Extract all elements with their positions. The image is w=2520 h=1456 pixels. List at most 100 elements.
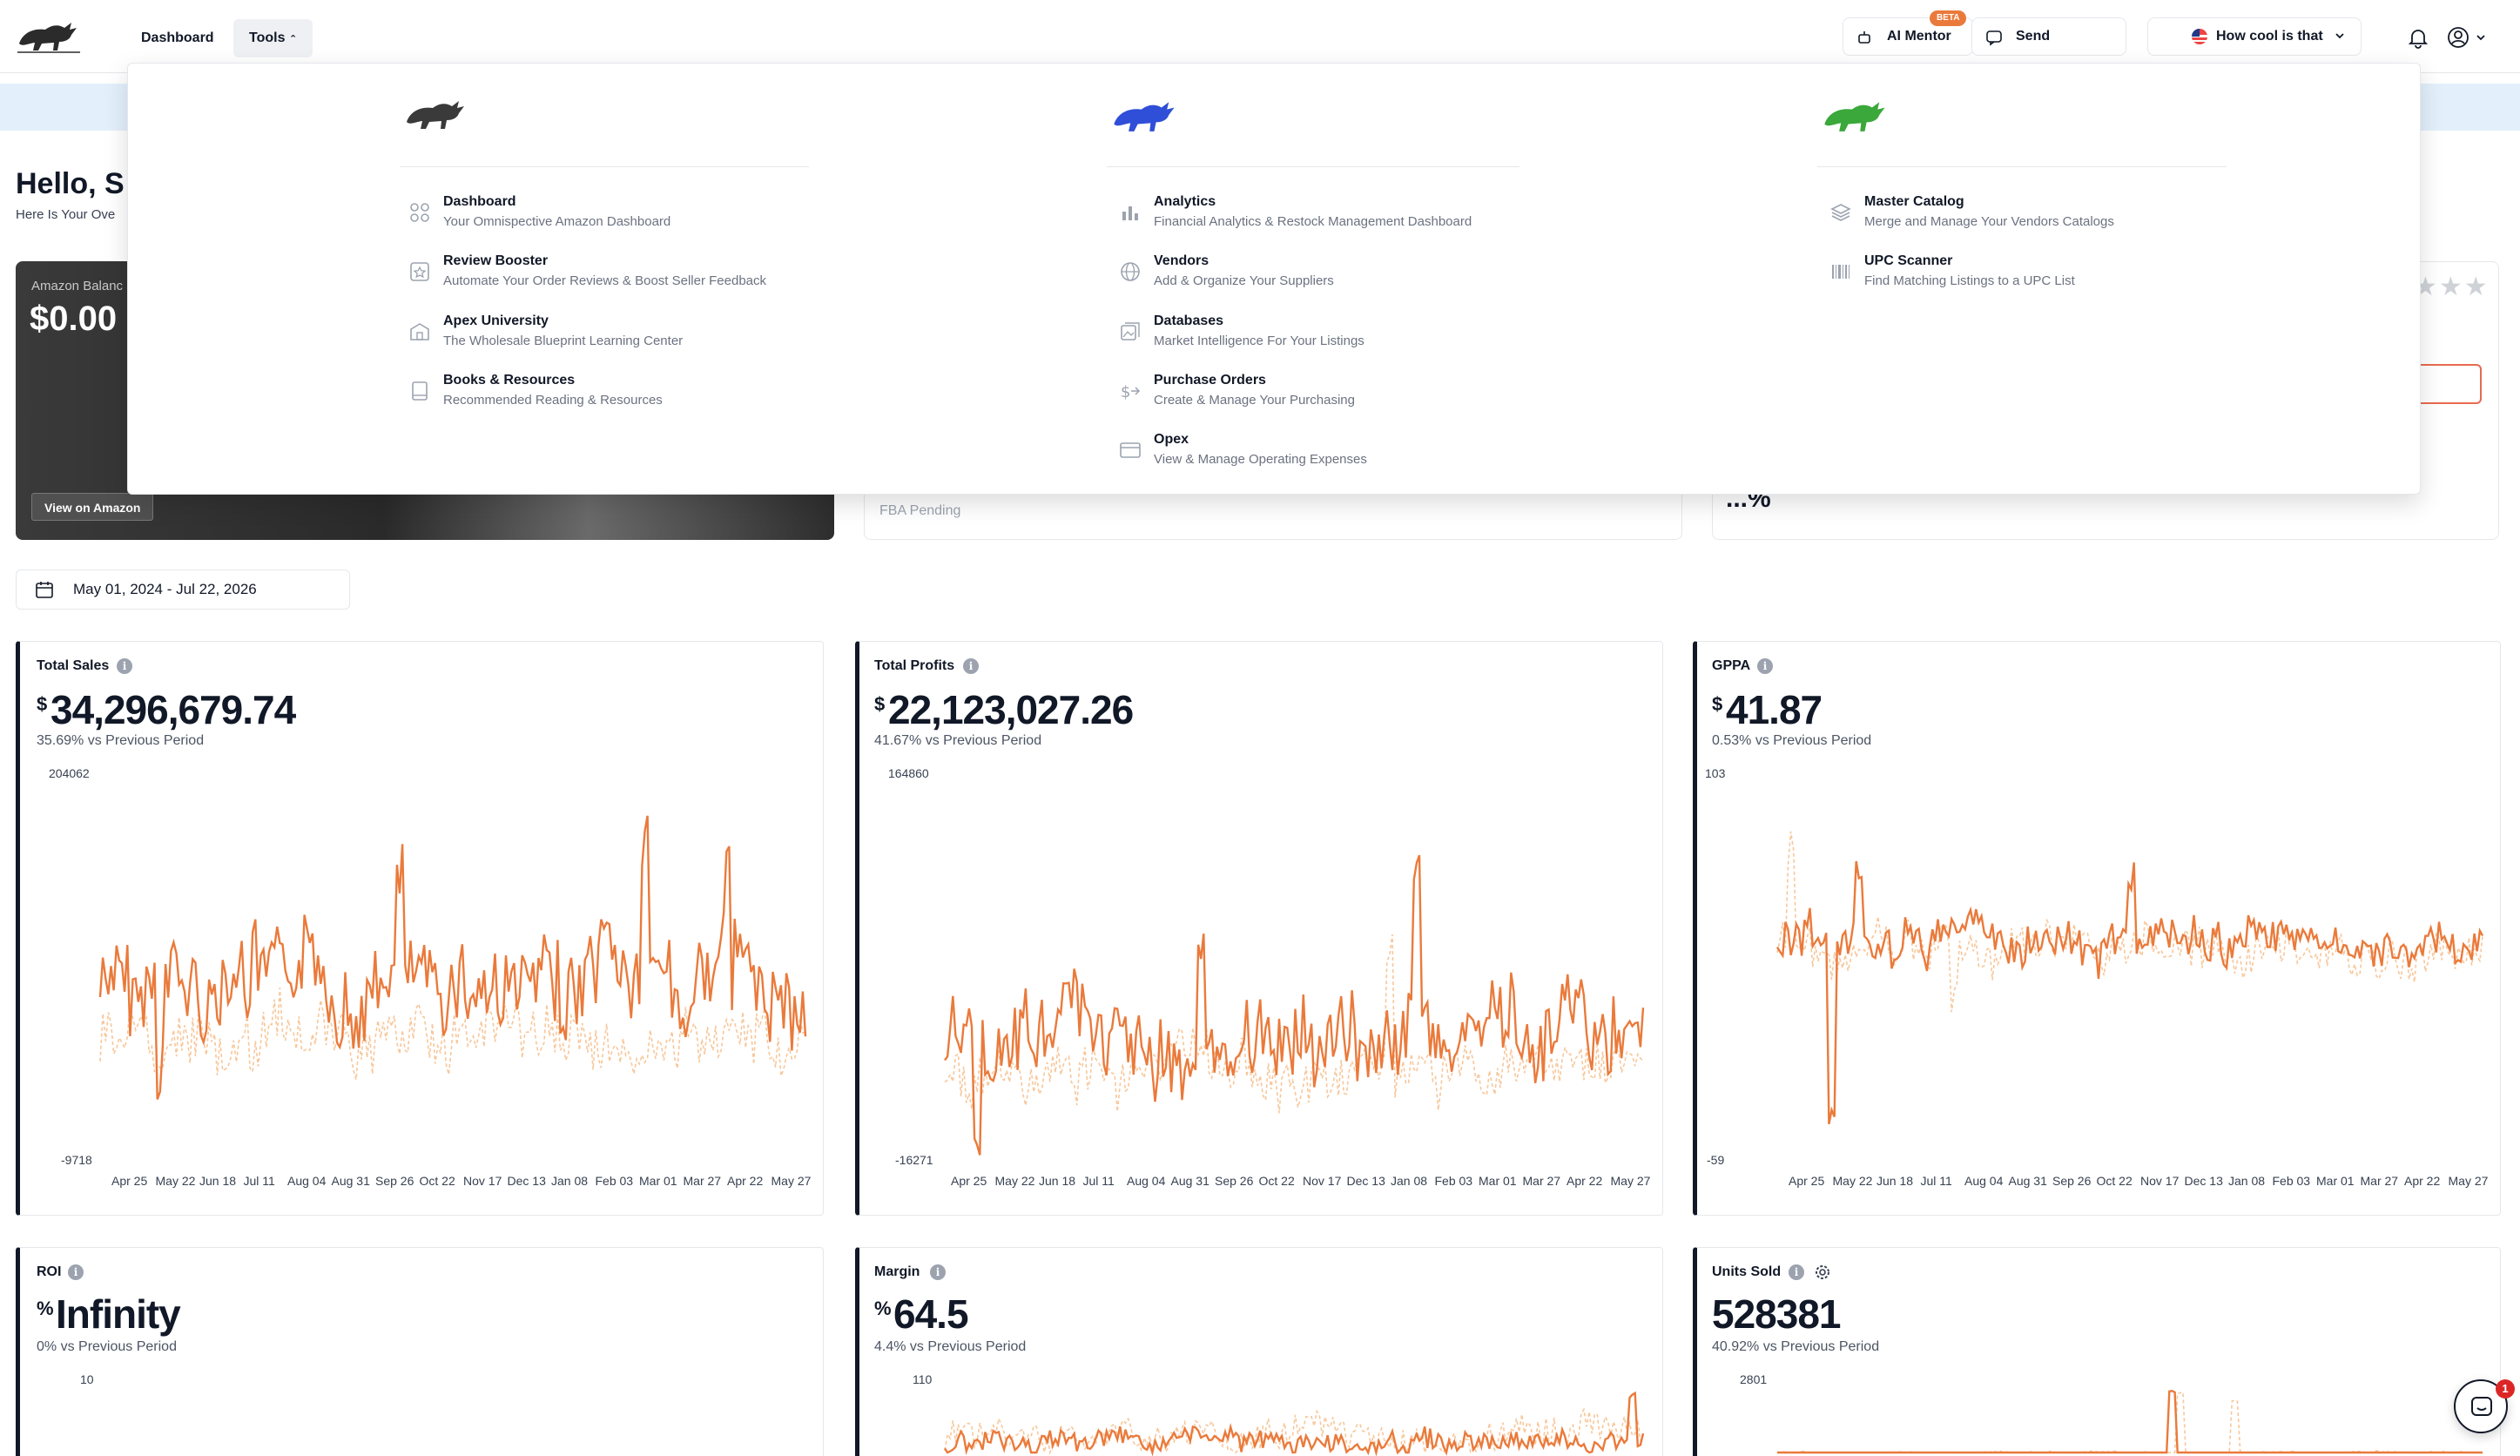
info-icon[interactable]: i — [117, 658, 132, 674]
previous-period-line — [99, 988, 806, 1081]
menu-item-master-catalog[interactable]: Master Catalog Merge and Manage Your Ven… — [1829, 191, 2317, 239]
current-period-line — [1777, 1389, 2483, 1454]
chat-icon — [2471, 1397, 2492, 1416]
x-tick-label: Apr 25 — [1789, 1174, 1825, 1188]
view-on-amazon-button[interactable]: View on Amazon — [31, 493, 154, 521]
menu-item-desc: Market Intelligence For Your Listings — [1154, 334, 1364, 348]
us-flag-icon — [2192, 29, 2207, 44]
menu-item-title: Dashboard — [443, 194, 516, 209]
fba-pending-card — [864, 453, 1682, 540]
total-sales-card — [16, 641, 824, 1216]
column-divider — [1107, 166, 1519, 167]
menu-item-title: Analytics — [1154, 194, 1216, 209]
user-account-icon[interactable] — [2447, 26, 2469, 49]
stat-value: 41.87 — [1726, 687, 1823, 732]
grid-icon — [410, 203, 429, 222]
stat-prefix: $ — [874, 693, 886, 715]
date-range-picker[interactable] — [16, 570, 350, 610]
x-tick-label: Nov 17 — [1303, 1174, 1342, 1188]
x-tick-label: Sep 26 — [1215, 1174, 1254, 1188]
x-tick-label: Apr 22 — [1567, 1174, 1603, 1188]
x-tick-label: Mar 27 — [1522, 1174, 1561, 1188]
info-icon[interactable]: i — [1757, 658, 1773, 674]
book-icon — [412, 381, 428, 401]
info-icon[interactable]: i — [1789, 1264, 1804, 1280]
gppa-chart — [1775, 831, 2484, 1125]
x-tick-label: Nov 17 — [463, 1174, 502, 1188]
menu-item-desc: Add & Organize Your Suppliers — [1154, 273, 1334, 288]
stat-compare: 35.69% vs Previous Period — [37, 733, 205, 748]
x-tick-label: Oct 22 — [419, 1174, 455, 1188]
menu-item-apex-university[interactable]: Apex University The Wholesale Blueprint … — [408, 310, 896, 359]
menu-item-title: Books & Resources — [443, 373, 576, 388]
menu-item-books-resources[interactable]: Books & Resources Recommended Reading & … — [408, 369, 896, 418]
star-rating: ★★★ — [2414, 273, 2490, 301]
nav-dashboard[interactable]: Dashboard — [141, 30, 214, 45]
stat-value: Infinity — [56, 1291, 181, 1337]
info-icon[interactable]: i — [930, 1264, 946, 1280]
total-profits-chart — [944, 854, 1645, 1156]
column-divider — [400, 166, 809, 167]
menu-item-databases[interactable]: Databases Market Intelligence For Your L… — [1119, 310, 1607, 359]
current-period-line — [1775, 860, 2484, 1125]
bull-logo-gray-icon — [407, 101, 464, 129]
school-icon — [410, 323, 429, 340]
bull-logo-icon[interactable] — [14, 14, 84, 57]
bell-icon[interactable] — [2407, 26, 2429, 49]
y-max-label: 10 — [80, 1372, 94, 1386]
menu-item-desc: Recommended Reading & Resources — [443, 393, 663, 408]
gear-icon[interactable] — [1813, 1263, 1832, 1282]
x-tick-label: Feb 03 — [1434, 1174, 1473, 1188]
total-profits-card — [855, 641, 1663, 1216]
x-tick-label: Jul 11 — [243, 1174, 275, 1188]
x-tick-label: Oct 22 — [2096, 1174, 2133, 1188]
x-tick-label: Nov 17 — [2140, 1174, 2180, 1188]
stat-title: Total Profits — [874, 658, 955, 673]
current-period-line — [943, 1391, 1645, 1456]
x-tick-label: May 27 — [1610, 1174, 1651, 1188]
info-icon[interactable]: i — [963, 658, 979, 674]
previous-period-line — [944, 934, 1644, 1114]
greeting-subtitle: Here Is Your Ove — [16, 207, 116, 222]
x-tick-label: Jun 18 — [1877, 1174, 1914, 1188]
date-range-text: May 01, 2024 - Jul 22, 2026 — [73, 581, 257, 597]
menu-item-desc: Find Matching Listings to a UPC List — [1864, 273, 2075, 288]
menu-item-title: Opex — [1154, 432, 1189, 447]
x-tick-label: Aug 04 — [287, 1174, 327, 1188]
menu-item-title: Purchase Orders — [1154, 373, 1266, 388]
nav-tools-label: Tools — [249, 30, 286, 45]
menu-item-upc-scanner[interactable]: UPC Scanner Find Matching Listings to a … — [1829, 250, 2317, 299]
x-tick-label: Jan 08 — [551, 1174, 589, 1188]
nav-tools[interactable]: Tools ⌃ — [233, 19, 313, 57]
info-icon[interactable]: i — [68, 1264, 84, 1280]
x-tick-label: May 22 — [155, 1174, 196, 1188]
menu-item-desc: Merge and Manage Your Vendors Catalogs — [1864, 214, 2114, 229]
x-tick-label: Dec 13 — [2184, 1174, 2223, 1188]
menu-item-title: Review Booster — [443, 253, 549, 268]
menu-item-vendors[interactable]: Vendors Add & Organize Your Suppliers — [1119, 250, 1607, 299]
y-min-label: -9718 — [61, 1153, 92, 1167]
svg-text:$: $ — [1121, 383, 1130, 401]
stat-title: Margin — [874, 1264, 920, 1279]
x-tick-label: Feb 03 — [595, 1174, 634, 1188]
stat-compare: 0.53% vs Previous Period — [1712, 733, 1872, 748]
stat-compare: 41.67% vs Previous Period — [874, 733, 1042, 748]
marketplace-select[interactable]: How cool is that — [2147, 17, 2362, 56]
x-tick-label: Jan 08 — [1391, 1174, 1428, 1188]
calendar-icon — [36, 582, 53, 598]
x-tick-label: Jul 11 — [1920, 1174, 1952, 1188]
menu-item-analytics[interactable]: Analytics Financial Analytics & Restock … — [1119, 191, 1607, 239]
menu-item-dashboard[interactable]: Dashboard Your Omnispective Amazon Dashb… — [408, 191, 896, 239]
stat-prefix: % — [874, 1298, 892, 1319]
y-max-label: 204062 — [49, 766, 90, 780]
menu-item-purchase-orders[interactable]: $ Purchase Orders Create & Manage Your P… — [1119, 369, 1607, 418]
previous-period-line — [1776, 831, 2483, 1013]
feedback-icon — [1986, 30, 2002, 46]
x-tick-label: Dec 13 — [507, 1174, 546, 1188]
x-tick-label: Jan 08 — [2228, 1174, 2266, 1188]
chevron-down-icon[interactable] — [2475, 31, 2487, 44]
menu-item-review-booster[interactable]: Review Booster Automate Your Order Revie… — [408, 250, 896, 299]
x-tick-label: Jun 18 — [199, 1174, 237, 1188]
menu-item-opex[interactable]: Opex View & Manage Operating Expenses — [1119, 428, 1607, 477]
column-divider — [1817, 166, 2227, 167]
